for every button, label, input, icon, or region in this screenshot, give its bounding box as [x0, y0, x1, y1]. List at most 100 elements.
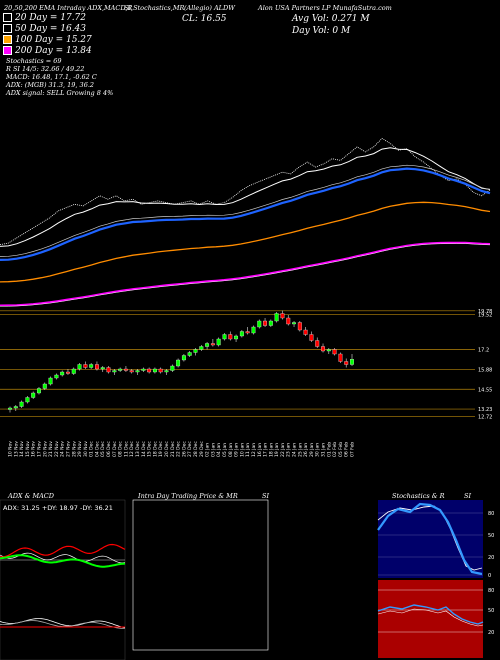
price-scale-label: 17.2 [478, 348, 489, 354]
date-label: 30 Nov [83, 441, 89, 457]
legend-swatch [3, 46, 12, 55]
date-label: 28 Dec [193, 441, 199, 457]
ema-50-line [0, 167, 491, 261]
candle-body [42, 383, 47, 389]
date-label: 29 Nov [77, 441, 83, 457]
date-label: 20 Nov [42, 441, 48, 457]
date-label: 21 Dec [170, 441, 176, 457]
rsi-scale-label: 50 [488, 608, 494, 614]
candle-body [193, 349, 198, 353]
price-scale-label: 12.72 [478, 415, 492, 421]
date-label: 29 Jan [309, 443, 315, 457]
date-label: 01 Dec [89, 441, 95, 457]
candle-body [315, 340, 320, 347]
candle-body [344, 361, 349, 365]
date-label: 20 Dec [164, 441, 170, 457]
day-vol-label: Day Vol: 0 M [292, 26, 351, 36]
stoch-scale-label: 0 [488, 573, 491, 579]
date-label: 29 Dec [199, 441, 205, 457]
rsi-value: R SI 14/5: 32.66 / 49.22 [6, 65, 85, 73]
candle-body [251, 326, 256, 334]
legend-item-50day: 50 Day = 16.43 [3, 23, 92, 34]
candle-body [158, 368, 163, 373]
candle-body [106, 367, 111, 373]
date-label: 11 Dec [123, 441, 129, 457]
legend-label: 50 Day = 16.43 [15, 23, 87, 34]
date-label: 22 Jan [280, 443, 286, 457]
date-label: 05 Jan [222, 443, 228, 457]
price-scale-label: 14.55 [478, 387, 492, 393]
candle-body [164, 370, 169, 373]
candle-body [71, 368, 76, 374]
price-scale-label: 13.23 [478, 407, 492, 413]
date-label: 19 Jan [274, 443, 280, 457]
candle-body [234, 335, 239, 340]
candle-body [338, 353, 343, 362]
candle-body [118, 368, 123, 371]
date-label: 24 Nov [60, 441, 66, 457]
legend-item-100day: 100 Day = 15.27 [3, 34, 92, 45]
date-label: 06 Feb [344, 442, 350, 457]
date-label: 02 Feb [332, 442, 338, 457]
legend-label: 200 Day = 13.84 [15, 45, 92, 56]
ema-50-band-line [0, 164, 491, 257]
date-label: 07 Dec [112, 441, 118, 457]
date-label: 27 Nov [65, 441, 71, 457]
candle-body [216, 338, 221, 346]
intraday-panel [132, 499, 269, 651]
price-scale-label: 15.88 [478, 367, 492, 373]
candle-body [13, 406, 18, 409]
candle-body [268, 320, 273, 326]
candle-body [286, 317, 291, 325]
legend-swatch [3, 24, 12, 33]
adx-line [0, 554, 126, 568]
candle-body [141, 368, 146, 371]
candle-body [263, 320, 268, 326]
candle-body [332, 349, 337, 355]
date-label: 01 Feb [326, 442, 332, 457]
candle-body [170, 365, 175, 371]
candle-body [123, 368, 128, 371]
candle-body [66, 371, 70, 374]
candle-body [228, 334, 233, 340]
candle-body [19, 401, 24, 407]
header-company: Alon USA Partners LP MunafaSutra.com [258, 4, 392, 12]
date-label: 17 Jan [263, 443, 269, 457]
date-label: 27 Dec [187, 441, 193, 457]
ema-100-line [0, 201, 491, 283]
date-label: 17 Nov [36, 441, 42, 457]
stoch-scale-label: 50 [488, 533, 494, 539]
date-label: 14 Nov [19, 441, 25, 457]
candle-body [176, 359, 181, 367]
stochastics-value: Stochastics = 69 [6, 57, 62, 65]
candle-body [129, 370, 134, 373]
date-label: 16 Nov [31, 441, 37, 457]
date-label: 07 Feb [350, 442, 356, 457]
candle-body [135, 370, 140, 373]
header-top-mid: SI,Stochastics,MR [124, 4, 185, 12]
legend-item-20day: 20 Day = 17.72 [3, 12, 92, 23]
legend-item-200day: 200 Day = 13.84 [3, 45, 92, 56]
candle-body [292, 322, 296, 325]
candle-body [152, 368, 157, 373]
candle-body [321, 346, 325, 352]
candle-body [25, 397, 30, 403]
stoch-scale-label: 80 [488, 511, 494, 517]
rsi-scale-label: 20 [488, 630, 494, 636]
date-label: 09 Jan [234, 443, 240, 457]
stoch-panel-title: Stochastics & R [392, 492, 445, 500]
date-label: 08 Jan [228, 443, 234, 457]
candle-body [199, 346, 204, 350]
candle-body [83, 364, 88, 368]
date-label: 26 Dec [181, 441, 187, 457]
ema-20-line [0, 147, 491, 247]
candle-body [89, 364, 94, 368]
date-label: 10 Nov [8, 441, 14, 457]
intraday-si: SI [262, 492, 270, 500]
candle-body [187, 352, 192, 356]
adx-panel [0, 499, 126, 660]
candle-body [326, 349, 331, 352]
price-line [0, 137, 491, 246]
macd-value: MACD: 16.48, 17.1, -0.62 C [6, 73, 97, 81]
date-label: 10 Jan [239, 443, 245, 457]
